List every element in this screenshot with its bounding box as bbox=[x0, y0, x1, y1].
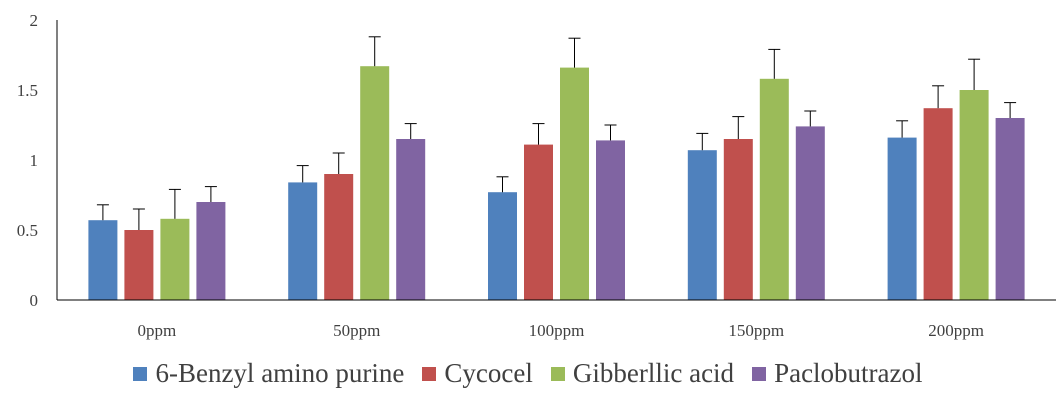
error-bar bbox=[896, 120, 909, 138]
y-tick-label: 2 bbox=[30, 11, 39, 30]
bar bbox=[995, 118, 1025, 300]
bar-series-group bbox=[88, 66, 1025, 301]
bar bbox=[324, 174, 354, 300]
error-bar bbox=[496, 176, 509, 193]
legend-item: Gibberllic acid bbox=[550, 358, 735, 389]
x-tick-label: 100ppm bbox=[529, 321, 585, 340]
bar bbox=[524, 144, 553, 300]
bar bbox=[488, 192, 517, 300]
error-bar bbox=[932, 85, 945, 109]
error-bar bbox=[368, 36, 381, 67]
x-axis-tick-labels: 0ppm 50ppm 100ppm 150ppm 200ppm bbox=[138, 321, 984, 340]
bar bbox=[196, 202, 226, 300]
y-tick-label: 0.5 bbox=[17, 221, 38, 240]
bar bbox=[288, 182, 318, 300]
y-tick-label: 1.5 bbox=[17, 81, 38, 100]
legend: 6-Benzyl amino purine Cycocel Gibberllic a… bbox=[0, 358, 1056, 389]
legend-swatch bbox=[752, 366, 767, 381]
x-tick-label: 50ppm bbox=[333, 321, 380, 340]
bar bbox=[759, 78, 789, 300]
legend-item: Paclobutrazol bbox=[752, 358, 923, 389]
error-bar bbox=[568, 37, 581, 68]
bar bbox=[360, 66, 390, 300]
y-axis-tick-labels: 0 0.5 1 1.5 2 bbox=[17, 11, 38, 310]
legend-label: Gibberllic acid bbox=[572, 358, 735, 388]
error-bar bbox=[132, 208, 145, 230]
bar bbox=[124, 230, 154, 300]
error-bar bbox=[696, 132, 709, 151]
bar bbox=[160, 218, 190, 300]
bar bbox=[887, 137, 917, 300]
error-bar bbox=[1004, 102, 1017, 118]
error-bar bbox=[332, 152, 345, 174]
x-tick-label: 200ppm bbox=[928, 321, 984, 340]
error-bar bbox=[168, 188, 181, 219]
bar bbox=[959, 90, 989, 300]
bar bbox=[923, 108, 953, 300]
bar bbox=[396, 139, 426, 300]
error-bar bbox=[204, 186, 217, 202]
error-bar bbox=[296, 165, 309, 183]
legend-label: Paclobutrazol bbox=[774, 358, 923, 388]
y-tick-label: 1 bbox=[30, 151, 39, 170]
x-tick-label: 150ppm bbox=[728, 321, 784, 340]
bar bbox=[687, 150, 717, 300]
bar bbox=[795, 126, 825, 301]
error-bar bbox=[532, 123, 545, 145]
y-tick-label: 0 bbox=[30, 291, 39, 310]
legend-label: 6-Benzyl amino purine bbox=[155, 358, 405, 388]
bar bbox=[723, 139, 753, 300]
legend-swatch bbox=[133, 366, 148, 381]
error-bar bbox=[804, 110, 817, 127]
error-bar bbox=[604, 124, 617, 141]
bar bbox=[560, 67, 589, 300]
legend-item: Cycocel bbox=[422, 358, 533, 389]
error-bar bbox=[768, 48, 781, 79]
error-bar bbox=[968, 58, 981, 90]
error-bar bbox=[96, 204, 109, 221]
bar bbox=[88, 220, 118, 300]
error-bar bbox=[404, 123, 417, 139]
legend-label: Cycocel bbox=[444, 358, 533, 388]
error-bar bbox=[732, 116, 745, 139]
x-tick-label: 0ppm bbox=[138, 321, 177, 340]
bar bbox=[596, 140, 625, 300]
error-bar-group bbox=[96, 36, 1017, 230]
legend-item: 6-Benzyl amino purine bbox=[133, 358, 404, 389]
legend-swatch bbox=[422, 366, 437, 381]
legend-swatch bbox=[550, 366, 565, 381]
